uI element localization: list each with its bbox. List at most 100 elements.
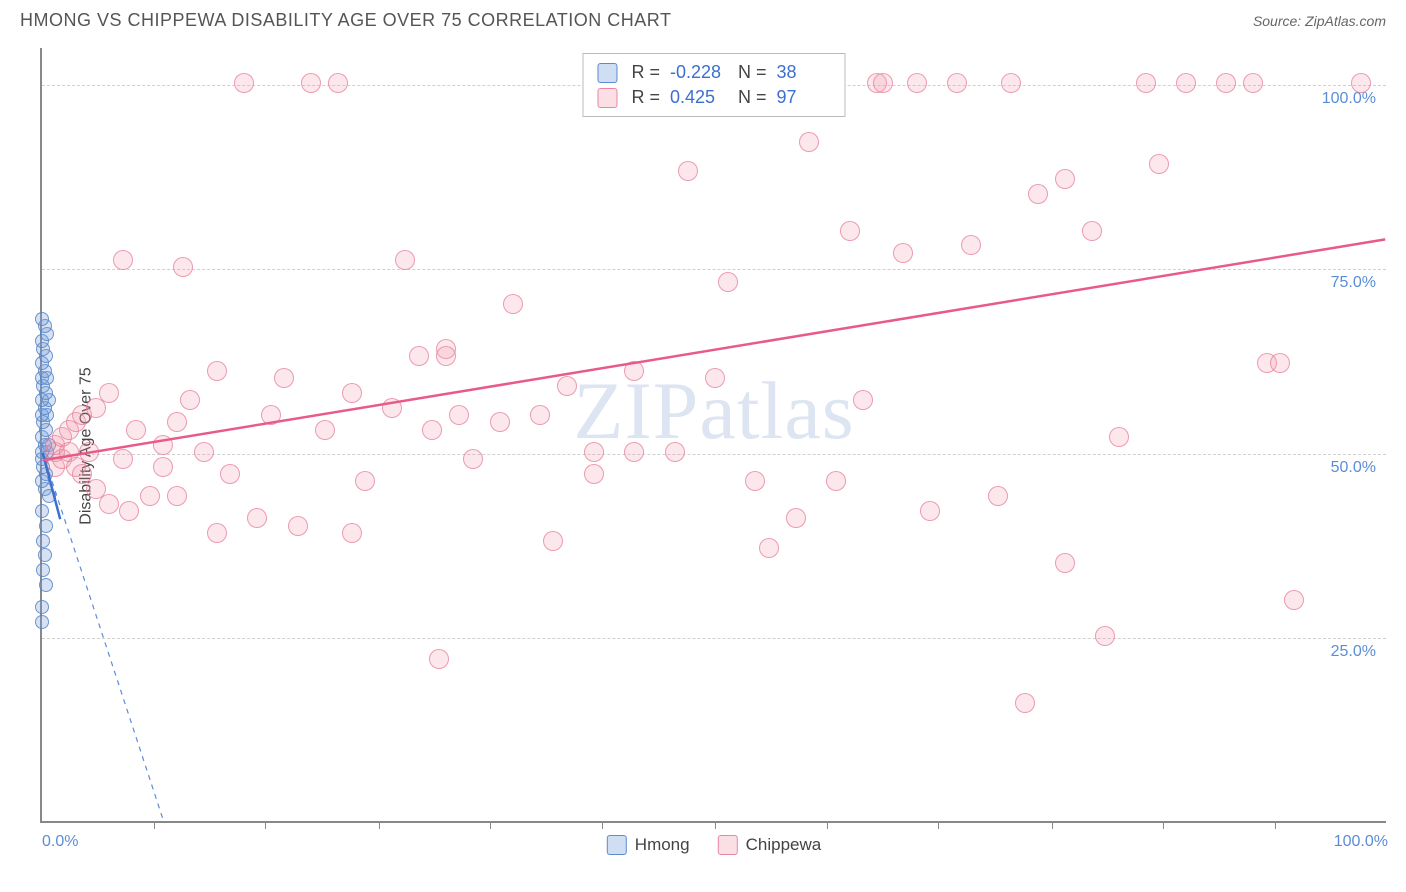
scatter-point — [42, 489, 56, 503]
legend-label: Hmong — [635, 835, 690, 855]
scatter-point — [38, 548, 52, 562]
ytick-label: 50.0% — [1331, 459, 1376, 477]
scatter-point — [288, 516, 308, 536]
xtick — [827, 821, 828, 829]
scatter-point — [907, 73, 927, 93]
scatter-point — [624, 361, 644, 381]
n-label: N = — [738, 62, 767, 83]
scatter-point — [678, 161, 698, 181]
xtick — [490, 821, 491, 829]
scatter-point — [119, 501, 139, 521]
scatter-point — [99, 383, 119, 403]
r-label: R = — [631, 87, 660, 108]
scatter-point — [113, 250, 133, 270]
scatter-point — [873, 73, 893, 93]
scatter-point — [1082, 221, 1102, 241]
legend-item-chippewa: Chippewa — [718, 835, 822, 855]
scatter-point — [173, 257, 193, 277]
scatter-point — [826, 471, 846, 491]
scatter-point — [328, 73, 348, 93]
scatter-point — [409, 346, 429, 366]
scatter-point — [961, 235, 981, 255]
scatter-point — [194, 442, 214, 462]
scatter-point — [261, 405, 281, 425]
xtick-label: 0.0% — [42, 833, 78, 851]
scatter-point — [853, 390, 873, 410]
gridline — [42, 638, 1386, 639]
xtick — [1052, 821, 1053, 829]
swatch-blue-icon — [607, 835, 627, 855]
xtick — [602, 821, 603, 829]
scatter-point — [180, 390, 200, 410]
scatter-point — [1176, 73, 1196, 93]
scatter-point — [893, 243, 913, 263]
scatter-point — [153, 435, 173, 455]
r-value: 0.425 — [670, 87, 724, 108]
scatter-point — [355, 471, 375, 491]
scatter-point — [1055, 553, 1075, 573]
scatter-point — [840, 221, 860, 241]
scatter-point — [799, 132, 819, 152]
scatter-point — [463, 449, 483, 469]
source-attribution: Source: ZipAtlas.com — [1253, 13, 1386, 29]
scatter-point — [543, 531, 563, 551]
scatter-point — [35, 615, 49, 629]
legend-row-chippewa: R = 0.425 N = 97 — [597, 85, 830, 110]
scatter-point — [745, 471, 765, 491]
xtick — [265, 821, 266, 829]
n-value: 38 — [777, 62, 831, 83]
scatter-point — [140, 486, 160, 506]
r-value: -0.228 — [670, 62, 724, 83]
ytick-label: 100.0% — [1322, 90, 1376, 108]
scatter-point — [490, 412, 510, 432]
correlation-legend: R = -0.228 N = 38 R = 0.425 N = 97 — [582, 53, 845, 117]
scatter-point — [167, 412, 187, 432]
scatter-point — [1284, 590, 1304, 610]
scatter-point — [1216, 73, 1236, 93]
scatter-chart: ZIPatlas R = -0.228 N = 38 R = 0.425 N =… — [40, 48, 1386, 823]
scatter-point — [530, 405, 550, 425]
r-label: R = — [631, 62, 660, 83]
scatter-point — [1243, 73, 1263, 93]
scatter-point — [759, 538, 779, 558]
scatter-point — [167, 486, 187, 506]
scatter-point — [36, 563, 50, 577]
scatter-point — [920, 501, 940, 521]
xtick — [715, 821, 716, 829]
swatch-blue-icon — [597, 63, 617, 83]
scatter-point — [1095, 626, 1115, 646]
scatter-point — [153, 457, 173, 477]
scatter-point — [395, 250, 415, 270]
legend-row-hmong: R = -0.228 N = 38 — [597, 60, 830, 85]
scatter-point — [584, 442, 604, 462]
scatter-point — [247, 508, 267, 528]
scatter-point — [274, 368, 294, 388]
scatter-point — [39, 578, 53, 592]
scatter-point — [1136, 73, 1156, 93]
scatter-point — [1015, 693, 1035, 713]
chart-header: HMONG VS CHIPPEWA DISABILITY AGE OVER 75… — [0, 0, 1406, 39]
scatter-point — [342, 523, 362, 543]
scatter-point — [382, 398, 402, 418]
scatter-point — [99, 494, 119, 514]
swatch-pink-icon — [718, 835, 738, 855]
scatter-point — [718, 272, 738, 292]
series-legend: Hmong Chippewa — [607, 835, 821, 855]
scatter-point — [207, 523, 227, 543]
xtick — [1275, 821, 1276, 829]
scatter-point — [36, 534, 50, 548]
chart-title: HMONG VS CHIPPEWA DISABILITY AGE OVER 75… — [20, 10, 671, 31]
scatter-point — [35, 504, 49, 518]
n-label: N = — [738, 87, 767, 108]
scatter-point — [557, 376, 577, 396]
xtick — [938, 821, 939, 829]
n-value: 97 — [777, 87, 831, 108]
scatter-point — [1109, 427, 1129, 447]
scatter-point — [207, 361, 227, 381]
scatter-point — [436, 346, 456, 366]
scatter-point — [35, 600, 49, 614]
scatter-point — [449, 405, 469, 425]
scatter-point — [315, 420, 335, 440]
scatter-point — [429, 649, 449, 669]
scatter-point — [665, 442, 685, 462]
